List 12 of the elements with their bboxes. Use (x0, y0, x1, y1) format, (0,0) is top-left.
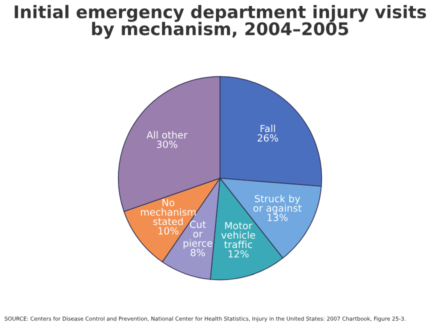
data-label: 30% (156, 140, 178, 148)
data-label: 10% (158, 227, 179, 235)
data-label: 26% (258, 134, 278, 142)
data-label: 12% (228, 250, 249, 258)
slice-label: Cut or pierce (184, 220, 212, 249)
slice-label: Motor vehicle traffic (221, 222, 256, 248)
slice-label: All other (146, 131, 188, 139)
slice-label: Fall (260, 124, 275, 132)
data-label: 8% (190, 248, 205, 256)
chart-title: Initial emergency department injury visits by mechanism, 2004–2005 (14, 4, 426, 39)
data-label: 13% (268, 214, 288, 222)
slice-label: Struck by or against (253, 194, 302, 214)
